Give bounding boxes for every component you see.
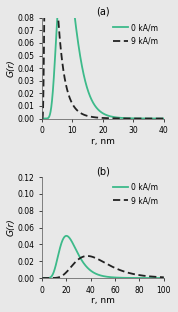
9 kA/m [47, 276, 49, 280]
0 kA/m [163, 117, 165, 120]
9 kA/m [100, 259, 102, 263]
0 kA/m [97, 108, 99, 111]
0 kA/m [47, 276, 49, 280]
0 kA/m [41, 117, 43, 120]
9 kA/m [159, 117, 161, 120]
Y-axis label: G(r): G(r) [7, 219, 16, 236]
X-axis label: r, nm: r, nm [91, 137, 115, 146]
9 kA/m [137, 273, 139, 277]
0 kA/m [159, 276, 161, 280]
Title: (b): (b) [96, 166, 110, 176]
9 kA/m [100, 116, 102, 120]
Line: 9 kA/m: 9 kA/m [42, 0, 164, 119]
Line: 0 kA/m: 0 kA/m [42, 0, 164, 119]
9 kA/m [97, 257, 99, 261]
0 kA/m [97, 273, 99, 276]
9 kA/m [97, 116, 99, 119]
Legend: 0 kA/m, 9 kA/m: 0 kA/m, 9 kA/m [112, 22, 160, 47]
0 kA/m [47, 116, 49, 120]
0 kA/m [159, 117, 161, 120]
0 kA/m [137, 117, 139, 120]
0 kA/m [100, 274, 102, 277]
0 kA/m [100, 110, 102, 114]
0 kA/m [137, 276, 139, 280]
0 kA/m [163, 276, 165, 280]
9 kA/m [41, 117, 43, 120]
Y-axis label: G(r): G(r) [7, 59, 16, 77]
9 kA/m [159, 275, 161, 279]
0 kA/m [159, 117, 161, 120]
9 kA/m [41, 276, 43, 280]
Line: 0 kA/m: 0 kA/m [42, 236, 164, 278]
0 kA/m [41, 276, 43, 280]
0 kA/m [65, 234, 67, 238]
9 kA/m [137, 117, 139, 120]
Title: (a): (a) [96, 7, 110, 17]
Legend: 0 kA/m, 9 kA/m: 0 kA/m, 9 kA/m [112, 181, 160, 207]
9 kA/m [86, 254, 88, 258]
X-axis label: r, nm: r, nm [91, 296, 115, 305]
9 kA/m [163, 117, 165, 120]
0 kA/m [159, 276, 161, 280]
9 kA/m [159, 275, 161, 279]
9 kA/m [163, 275, 165, 279]
Line: 9 kA/m: 9 kA/m [42, 256, 164, 278]
9 kA/m [159, 117, 161, 120]
